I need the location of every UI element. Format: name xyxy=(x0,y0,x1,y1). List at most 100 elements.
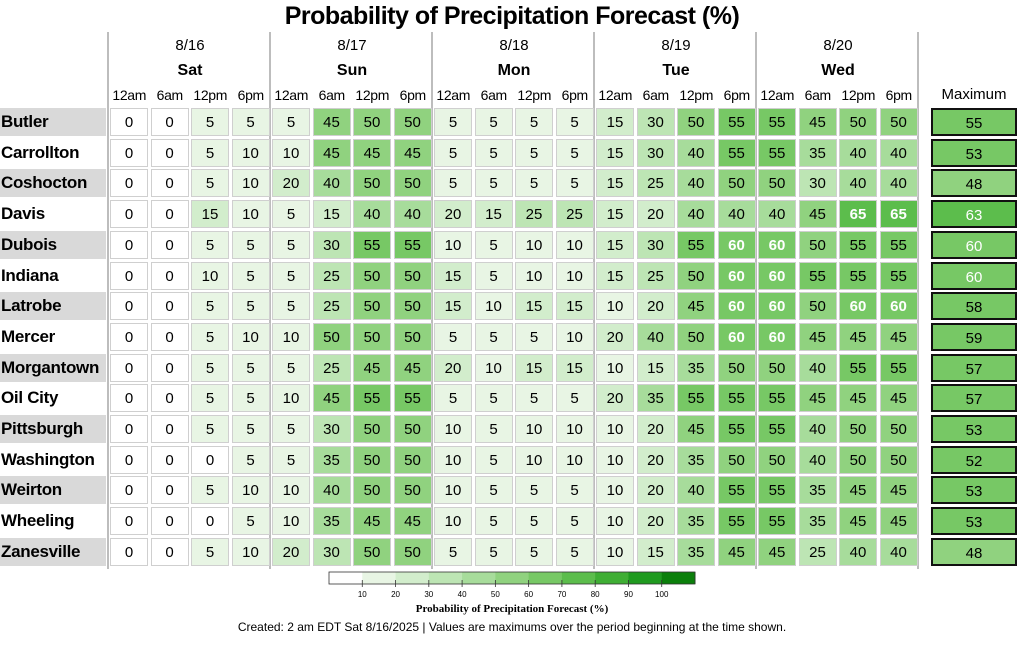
heatmap-cell: 10 xyxy=(596,415,634,443)
heatmap-cell: 25 xyxy=(312,261,351,290)
heatmap-cell: 60 xyxy=(717,230,756,259)
heatmap-cell: 20 xyxy=(434,200,472,229)
heatmap-cell: 45 xyxy=(312,108,351,136)
heatmap-cell: 35 xyxy=(677,537,715,566)
heatmap-cell: 40 xyxy=(717,200,756,229)
heatmap-cell: 30 xyxy=(312,537,351,566)
heatmap-cell: 5 xyxy=(231,230,270,259)
heatmap-cell: 10 xyxy=(272,384,310,413)
legend-tick-label: 30 xyxy=(424,590,433,599)
heatmap-cell: 5 xyxy=(474,169,513,198)
heatmap-cell: 5 xyxy=(191,353,229,382)
legend-tick-label: 90 xyxy=(624,590,633,599)
heatmap-cell: 5 xyxy=(231,507,270,536)
heatmap-cell: 50 xyxy=(353,445,391,474)
day-date-label: 8/16 xyxy=(175,37,205,54)
heatmap-cell: 20 xyxy=(434,353,472,382)
heatmap-cell: 0 xyxy=(150,108,189,136)
heatmap-cell: 5 xyxy=(272,108,310,136)
heatmap-cell: 20 xyxy=(272,169,310,198)
footer-note: Created: 2 am EDT Sat 8/16/2025 | Values… xyxy=(237,620,787,634)
heatmap-cell: 60 xyxy=(758,322,796,351)
legend-swatch xyxy=(495,572,530,584)
heatmap-cell: 0 xyxy=(150,507,189,536)
heatmap-cell: 10 xyxy=(272,476,310,505)
heatmap-cell: 50 xyxy=(717,353,756,382)
heatmap-cell: 0 xyxy=(150,353,189,382)
heatmap-cell: 0 xyxy=(150,261,189,290)
heatmap-cell: 50 xyxy=(353,415,391,443)
heatmap-cell: 5 xyxy=(272,200,310,229)
heatmap-cell: 50 xyxy=(839,108,877,136)
heatmap-cell: 5 xyxy=(474,322,513,351)
heatmap-cell: 55 xyxy=(758,415,796,443)
heatmap-cell: 15 xyxy=(555,292,594,321)
day-date-label: 8/18 xyxy=(499,37,529,54)
heatmap-cell: 15 xyxy=(636,353,675,382)
heatmap-cell: 55 xyxy=(717,476,756,505)
heatmap-cell: 35 xyxy=(312,507,351,536)
heatmap-cell: 35 xyxy=(312,445,351,474)
heatmap-cell: 45 xyxy=(798,384,837,413)
heatmap-cell: 15 xyxy=(434,292,472,321)
heatmap-cell: 55 xyxy=(717,138,756,167)
heatmap-cell: 0 xyxy=(110,261,148,290)
heatmap-cell: 15 xyxy=(596,261,634,290)
heatmap-cell: 40 xyxy=(798,415,837,443)
heatmap-cell: 55 xyxy=(393,384,432,413)
row-label: Indiana xyxy=(0,261,106,290)
heatmap-cell: 60 xyxy=(717,292,756,321)
heatmap-cell: 5 xyxy=(515,476,553,505)
heatmap-cell: 0 xyxy=(150,322,189,351)
heatmap-cell: 40 xyxy=(677,476,715,505)
heatmap-cell: 25 xyxy=(555,200,594,229)
day-date-label: 8/19 xyxy=(661,37,691,54)
time-label: 6pm xyxy=(237,87,265,103)
heatmap-cell: 40 xyxy=(677,169,715,198)
day-separator xyxy=(431,32,433,569)
heatmap-cell: 10 xyxy=(515,415,553,443)
legend-swatch xyxy=(362,572,397,584)
heatmap-cell: 15 xyxy=(474,200,513,229)
heatmap-cell: 15 xyxy=(555,353,594,382)
heatmap-cell: 10 xyxy=(434,445,472,474)
heatmap-cell: 5 xyxy=(555,507,594,536)
legend-tick-label: 100 xyxy=(655,590,669,599)
heatmap-cell: 40 xyxy=(677,138,715,167)
legend-swatch xyxy=(428,572,463,584)
heatmap-cell: 45 xyxy=(879,507,918,536)
heatmap-cell: 45 xyxy=(312,138,351,167)
heatmap-cell: 5 xyxy=(231,353,270,382)
heatmap-cell: 30 xyxy=(636,108,675,136)
heatmap-cell: 5 xyxy=(555,537,594,566)
maximum-cell: 53 xyxy=(931,415,1017,443)
time-label: 6am xyxy=(480,87,508,103)
heatmap-cell: 55 xyxy=(717,507,756,536)
maximum-cell: 55 xyxy=(931,108,1017,136)
heatmap-cell: 30 xyxy=(636,230,675,259)
heatmap-cell: 10 xyxy=(596,353,634,382)
maximum-cell: 57 xyxy=(931,384,1017,413)
heatmap-cell: 20 xyxy=(636,507,675,536)
time-label: 12pm xyxy=(355,87,390,103)
heatmap-cell: 0 xyxy=(150,384,189,413)
legend-swatch xyxy=(595,572,629,584)
time-label: 6pm xyxy=(723,87,751,103)
heatmap-cell: 5 xyxy=(231,384,270,413)
heatmap-cell: 40 xyxy=(839,537,877,566)
heatmap-cell: 50 xyxy=(798,230,837,259)
heatmap-cell: 5 xyxy=(272,415,310,443)
legend-tick-label: 80 xyxy=(591,590,600,599)
heatmap-cell: 10 xyxy=(555,230,594,259)
heatmap-cell: 55 xyxy=(879,353,918,382)
heatmap-cell: 45 xyxy=(393,353,432,382)
heatmap-cell: 50 xyxy=(677,322,715,351)
heatmap-cell: 45 xyxy=(312,384,351,413)
maximum-cell: 60 xyxy=(931,230,1017,259)
heatmap-cell: 55 xyxy=(758,476,796,505)
heatmap-cell: 10 xyxy=(596,292,634,321)
heatmap-cell: 40 xyxy=(798,445,837,474)
heatmap-cell: 55 xyxy=(758,384,796,413)
heatmap-cell: 15 xyxy=(596,138,634,167)
heatmap-cell: 50 xyxy=(758,169,796,198)
